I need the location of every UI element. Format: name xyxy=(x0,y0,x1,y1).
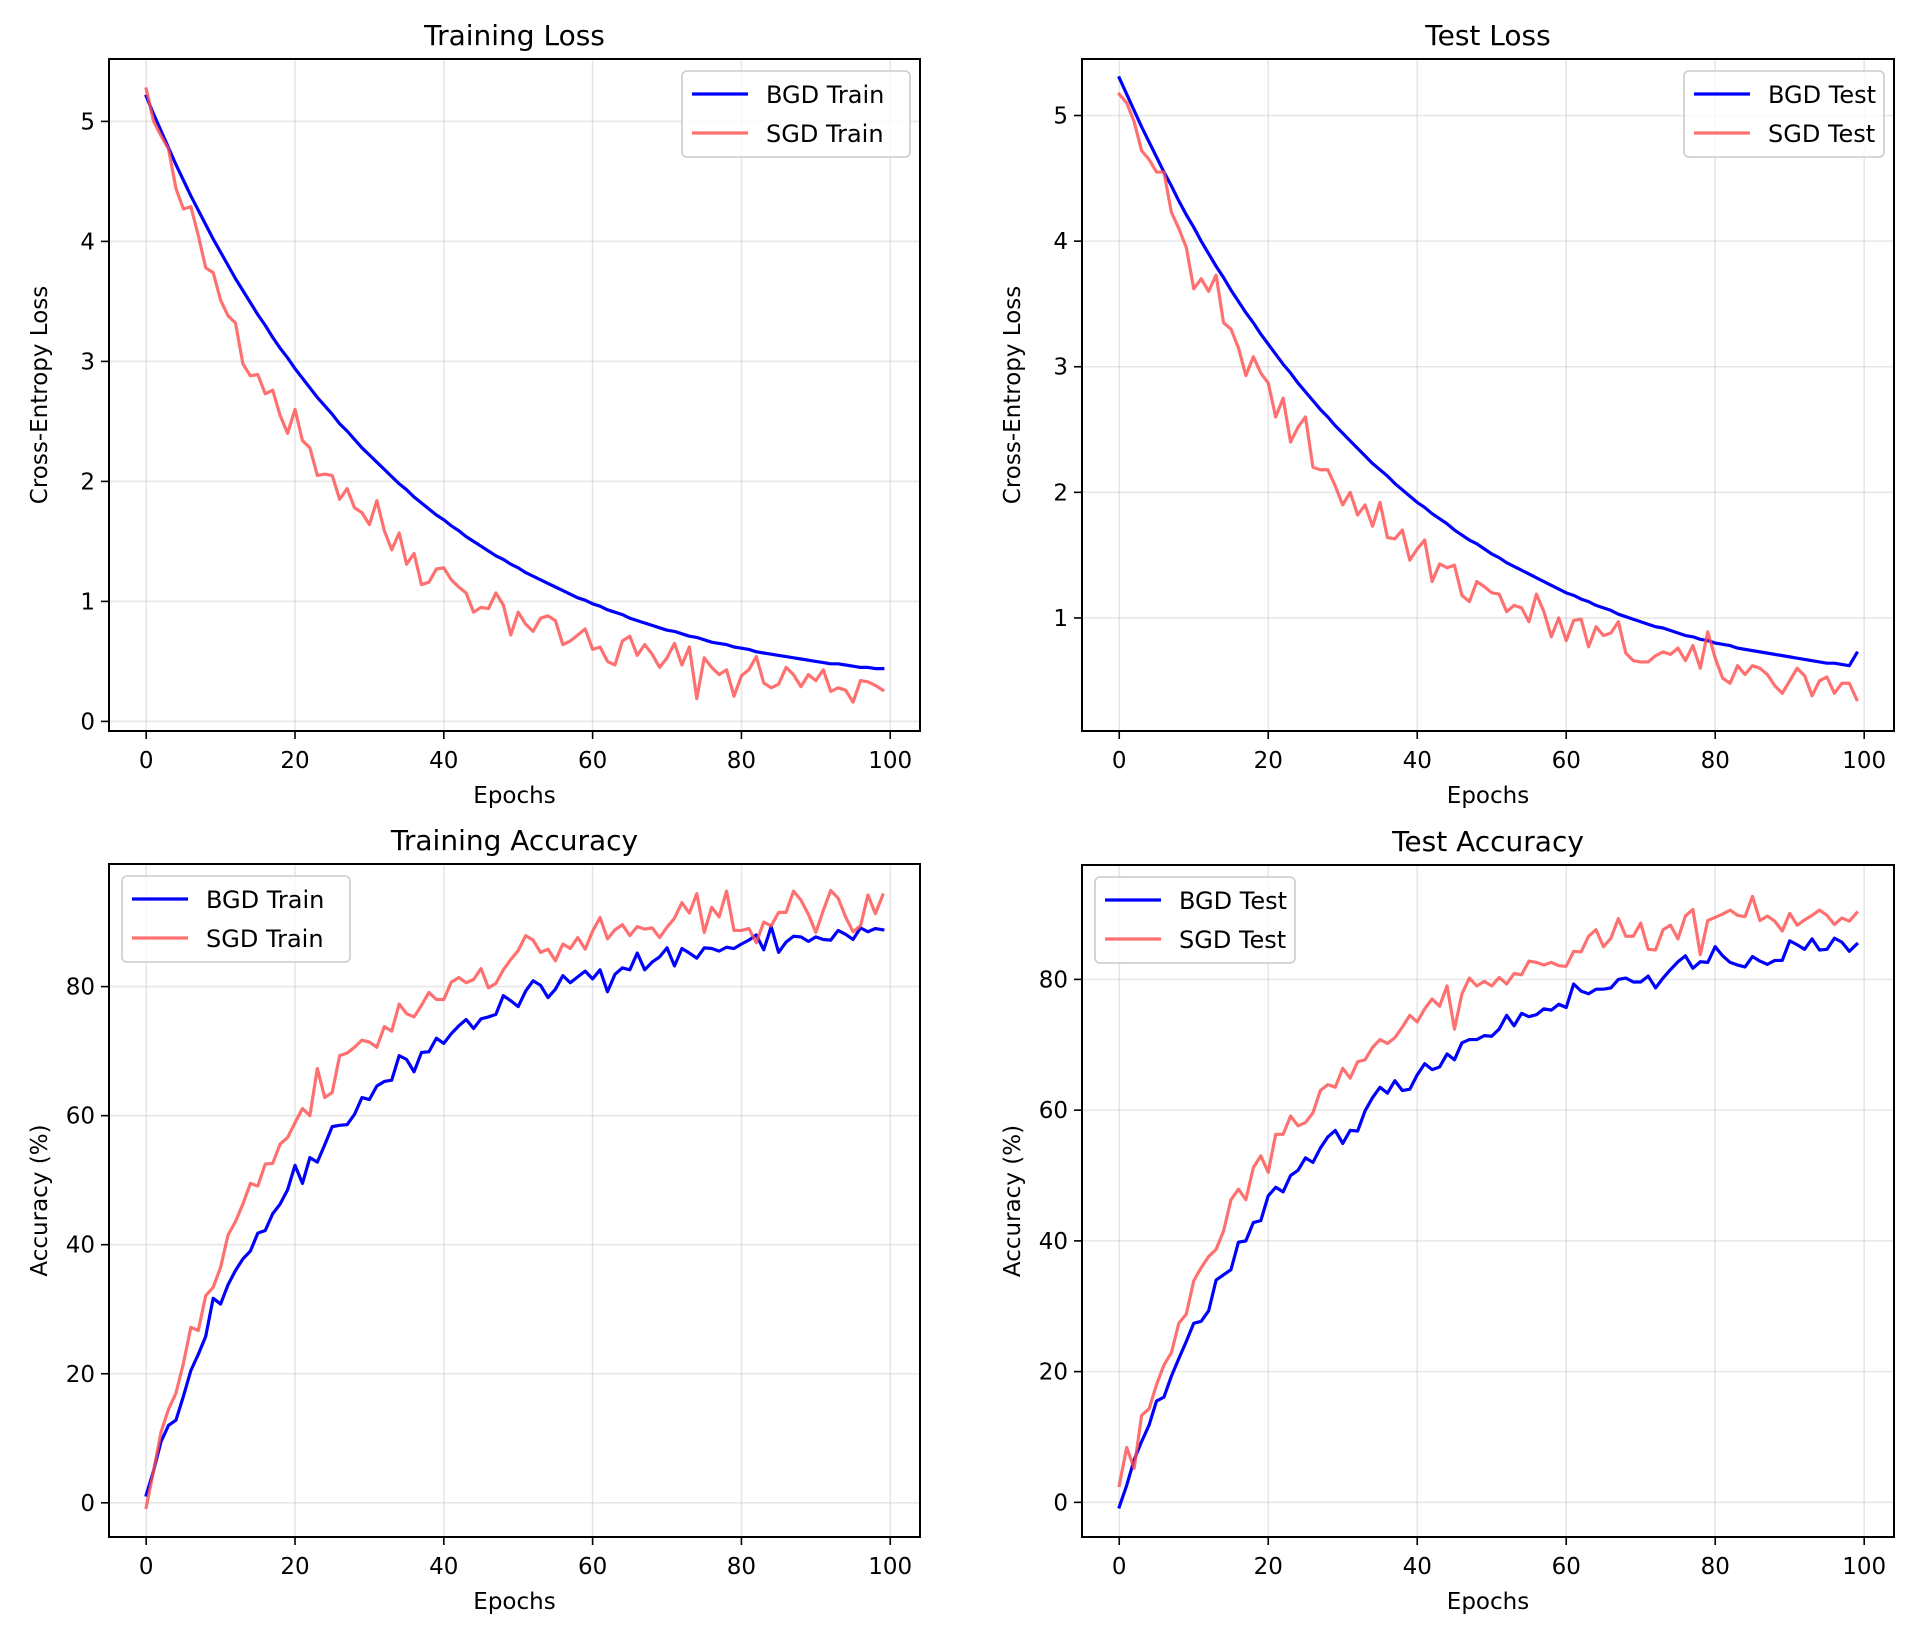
y-tick-label: 4 xyxy=(1053,229,1068,255)
axes-frame xyxy=(108,863,921,1538)
y-tick-label: 1 xyxy=(1053,606,1068,632)
x-tick-label: 60 xyxy=(1552,748,1581,774)
y-tick-label: 4 xyxy=(80,229,95,255)
x-axis-label: Epochs xyxy=(473,1589,555,1615)
x-tick-label: 20 xyxy=(1254,1554,1283,1580)
gridlines xyxy=(1082,865,1894,1537)
x-tick-label: 60 xyxy=(578,1554,607,1580)
series-line-sgd-test xyxy=(1117,894,1860,1488)
y-tick-label: 80 xyxy=(1039,967,1068,993)
chart-title: Test Loss xyxy=(1424,19,1550,52)
x-tick-label: 40 xyxy=(1403,748,1432,774)
x-tick-label: 40 xyxy=(429,1554,458,1580)
series-line-bgd-train xyxy=(144,924,885,1498)
ticks: 0 20 40 60 80 100 0 20 40 60 80 xyxy=(1039,967,1886,1580)
ticks: 0 20 40 60 80 100 1 2 3 4 5 xyxy=(1053,104,1886,774)
x-tick-label: 0 xyxy=(139,1554,154,1580)
y-tick-label: 40 xyxy=(1039,1229,1068,1255)
x-tick-label: 100 xyxy=(868,1554,912,1580)
x-tick-label: 100 xyxy=(868,748,912,774)
series-line-sgd-train xyxy=(144,888,885,1510)
legend-label: SGD Train xyxy=(206,925,324,953)
legend: BGD Train SGD Train xyxy=(681,70,911,158)
y-tick-label: 0 xyxy=(80,709,95,735)
y-axis-label: Cross-Entropy Loss xyxy=(1000,286,1026,504)
gridlines xyxy=(1082,59,1894,731)
chart-title: Training Loss xyxy=(423,19,605,52)
x-tick-label: 80 xyxy=(1701,748,1730,774)
x-tick-label: 80 xyxy=(727,1554,756,1580)
legend-label: SGD Train xyxy=(766,120,884,148)
ticks: 0 20 40 60 80 100 0 1 2 3 4 5 xyxy=(80,109,912,774)
legend: BGD Test SGD Test xyxy=(1094,876,1296,964)
x-tick-label: 0 xyxy=(1112,1554,1127,1580)
chart-training-loss: 0 20 40 60 80 100 0 1 2 3 4 5 Training Loss Epochs Cro… xyxy=(27,19,921,809)
x-tick-label: 20 xyxy=(1254,748,1283,774)
y-axis-label: Accuracy (%) xyxy=(1000,1125,1026,1277)
series-line-bgd-test xyxy=(1117,75,1859,668)
gridlines xyxy=(109,864,920,1537)
ticks: 0 20 40 60 80 100 0 20 40 60 80 xyxy=(66,975,912,1580)
y-tick-label: 0 xyxy=(80,1491,95,1517)
y-axis-label: Accuracy (%) xyxy=(27,1124,53,1276)
y-tick-label: 20 xyxy=(66,1362,95,1388)
y-tick-label: 60 xyxy=(1039,1098,1068,1124)
x-tick-label: 0 xyxy=(1112,748,1127,774)
x-tick-label: 100 xyxy=(1842,1554,1886,1580)
axes-frame xyxy=(1081,864,1895,1538)
series-line-bgd-test xyxy=(1117,936,1860,1509)
x-axis-label: Epochs xyxy=(1447,783,1529,809)
chart-test-loss: 0 20 40 60 80 100 1 2 3 4 5 Test Loss Epochs Cross-En… xyxy=(1000,19,1895,809)
series-line-bgd-train xyxy=(144,94,885,671)
y-tick-label: 0 xyxy=(1053,1490,1068,1516)
x-tick-label: 100 xyxy=(1842,748,1886,774)
axes-frame xyxy=(1081,58,1895,732)
y-tick-label: 2 xyxy=(1053,480,1068,506)
y-axis-label: Cross-Entropy Loss xyxy=(27,286,53,504)
y-tick-label: 3 xyxy=(1053,355,1068,381)
x-tick-label: 40 xyxy=(429,748,458,774)
y-tick-label: 3 xyxy=(80,349,95,375)
series-line-sgd-train xyxy=(144,87,886,704)
chart-title: Test Accuracy xyxy=(1391,825,1584,858)
legend-label: BGD Train xyxy=(206,886,324,914)
chart-training-accuracy: 0 20 40 60 80 100 0 20 40 60 80 Training Accuracy Ep… xyxy=(27,824,921,1615)
y-tick-label: 80 xyxy=(66,975,95,1001)
y-tick-label: 60 xyxy=(66,1104,95,1130)
legend-label: SGD Test xyxy=(1768,120,1875,148)
legend-label: BGD Train xyxy=(766,81,884,109)
legend-label: BGD Test xyxy=(1179,887,1287,915)
series-line-sgd-test xyxy=(1116,91,1859,702)
x-tick-label: 20 xyxy=(280,1554,309,1580)
x-tick-label: 20 xyxy=(280,748,309,774)
gridlines xyxy=(109,59,920,731)
x-tick-label: 60 xyxy=(578,748,607,774)
y-tick-label: 5 xyxy=(1053,104,1068,130)
x-axis-label: Epochs xyxy=(1447,1589,1529,1615)
legend: BGD Test SGD Test xyxy=(1683,70,1885,158)
y-tick-label: 20 xyxy=(1039,1360,1068,1386)
legend-label: BGD Test xyxy=(1768,81,1876,109)
y-tick-label: 1 xyxy=(80,589,95,615)
x-tick-label: 80 xyxy=(1701,1554,1730,1580)
legend-label: SGD Test xyxy=(1179,926,1286,954)
chart-title: Training Accuracy xyxy=(390,824,638,857)
x-axis-label: Epochs xyxy=(473,783,555,809)
chart-test-accuracy: 0 20 40 60 80 100 0 20 40 60 80 Test Accuracy Epochs… xyxy=(1000,825,1895,1615)
x-tick-label: 40 xyxy=(1403,1554,1432,1580)
legend: BGD Train SGD Train xyxy=(121,875,351,963)
x-tick-label: 0 xyxy=(139,748,154,774)
y-tick-label: 5 xyxy=(80,109,95,135)
y-tick-label: 40 xyxy=(66,1233,95,1259)
x-tick-label: 80 xyxy=(727,748,756,774)
x-tick-label: 60 xyxy=(1552,1554,1581,1580)
y-tick-label: 2 xyxy=(80,469,95,495)
axes-frame xyxy=(108,58,921,732)
